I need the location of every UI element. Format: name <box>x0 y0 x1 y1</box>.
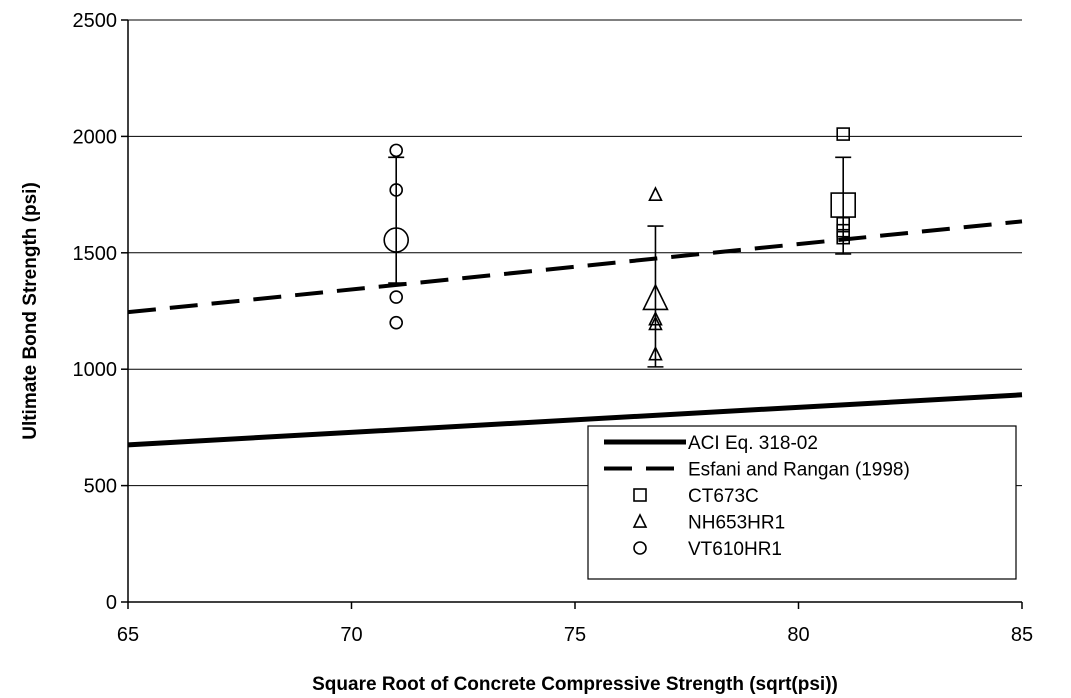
legend-box <box>587 425 1017 580</box>
data-points <box>383 127 857 368</box>
gridlines <box>128 19 1022 487</box>
data-point <box>836 223 851 238</box>
legend-marker <box>632 513 648 528</box>
data-point <box>648 310 663 326</box>
trend-lines <box>127 219 1023 448</box>
data-point <box>836 127 851 141</box>
x-tick-label: 85 <box>1011 624 1033 646</box>
data-point <box>836 230 851 245</box>
mean-marker <box>642 283 669 311</box>
axis-ticks: 0 500 1000 1500 2000 2500 65 70 75 80 85 <box>73 10 1034 646</box>
y-tick-label: 0 <box>106 592 117 614</box>
data-point <box>389 290 404 304</box>
data-point <box>389 183 404 197</box>
x-tick-label: 80 <box>787 624 809 646</box>
legend-label: ACI Eq. 318-02 <box>688 433 818 454</box>
esfani-rangan-line <box>127 219 1023 315</box>
y-tick-label: 2000 <box>73 126 118 148</box>
y-tick-label: 1000 <box>73 359 118 381</box>
legend-label: Esfani and Rangan (1998) <box>688 460 910 481</box>
data-point <box>389 315 404 330</box>
data-point <box>648 315 663 331</box>
data-point <box>648 345 663 361</box>
legend-marker <box>633 488 647 502</box>
y-tick-label: 2500 <box>73 10 118 32</box>
data-point <box>836 216 851 231</box>
y-tick-label: 500 <box>84 476 117 498</box>
x-axis-title: Square Root of Concrete Compressive Stre… <box>312 674 838 695</box>
y-tick-label: 1500 <box>73 243 118 265</box>
data-point <box>389 143 404 158</box>
mean-marker <box>383 227 410 253</box>
x-tick-label: 75 <box>564 624 586 646</box>
legend: ACI Eq. 318-02 Esfani and Rangan (1998) CT… <box>587 425 1017 580</box>
legend-label: VT610HR1 <box>688 539 782 560</box>
legend-marker <box>633 541 647 555</box>
legend-label: CT673C <box>688 486 759 507</box>
x-tick-label: 70 <box>340 624 362 646</box>
legend-label: NH653HR1 <box>688 513 785 534</box>
y-axis-title: Ultimate Bond Strength (psi) <box>20 182 41 440</box>
x-tick-label: 65 <box>117 624 139 646</box>
aci-line <box>127 392 1023 448</box>
data-point <box>648 186 663 202</box>
